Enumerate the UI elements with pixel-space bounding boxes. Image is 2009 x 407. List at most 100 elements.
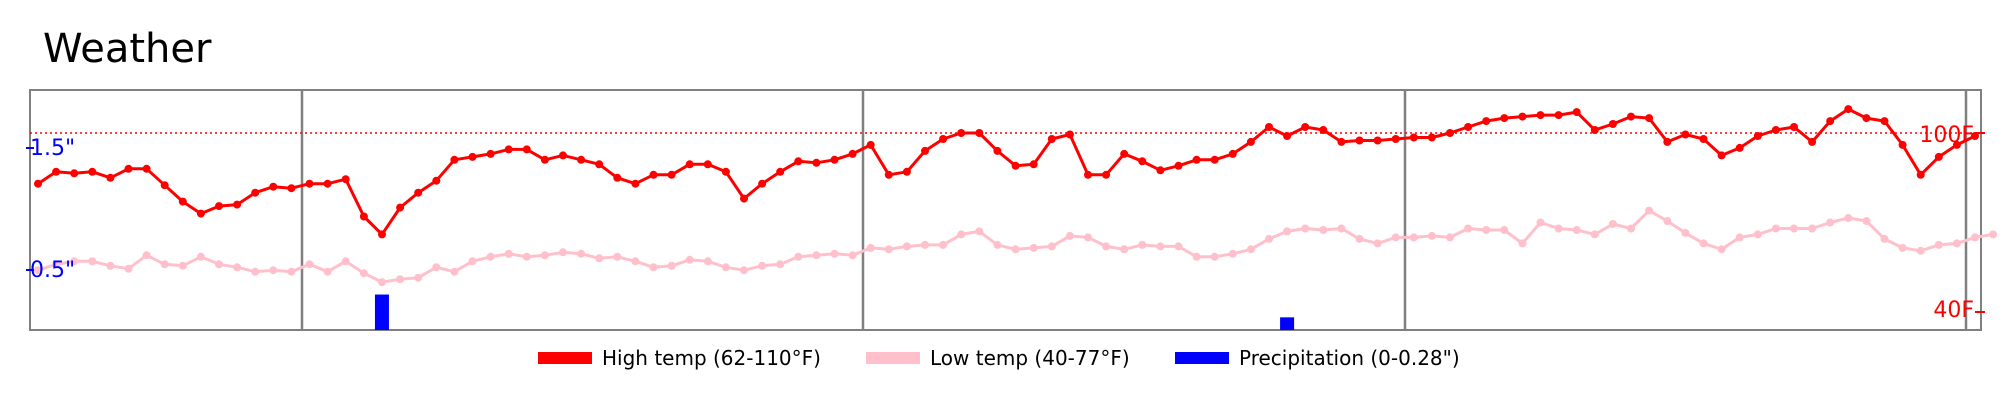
- low-temp-point: [396, 275, 405, 284]
- precip-bar: [374, 294, 389, 330]
- low-temp-point: [196, 252, 205, 261]
- high-temp-point: [1862, 114, 1871, 123]
- low-temp-point: [1681, 228, 1690, 237]
- high-temp-point: [1572, 108, 1581, 117]
- high-temp-point: [1663, 137, 1672, 146]
- high-temp-point: [1319, 126, 1328, 134]
- high-temp-point: [1645, 114, 1654, 123]
- low-temp-point: [1880, 234, 1889, 243]
- low-temp-point: [812, 251, 821, 260]
- legend-label-precip: Precipitation (0-0.28"): [1239, 346, 1460, 370]
- low-temp-point: [1645, 206, 1654, 215]
- high-temp-point: [1446, 129, 1454, 137]
- low-temp-point: [1627, 224, 1635, 233]
- high-temp-point: [1608, 120, 1617, 128]
- high-temp-point: [667, 170, 676, 179]
- low-temp-point: [1174, 242, 1183, 251]
- low-temp-point: [1663, 217, 1672, 225]
- high-temp-point: [450, 155, 459, 164]
- low-temp-point: [577, 249, 586, 258]
- low-temp-point: [106, 261, 115, 270]
- high-temp-point: [540, 155, 549, 164]
- high-temp-point: [1590, 126, 1599, 134]
- low-temp-point: [993, 240, 1002, 249]
- low-temp-point: [88, 257, 97, 266]
- low-temp-point: [631, 257, 640, 266]
- high-temp-point: [559, 151, 567, 160]
- legend-label-high: High temp (62-110°F): [602, 346, 821, 370]
- high-temp-point: [1554, 111, 1563, 120]
- low-temp-point: [1844, 214, 1853, 222]
- low-temp-point: [468, 257, 477, 266]
- low-temp-point: [1319, 226, 1328, 234]
- legend-swatch-precip: [1175, 352, 1229, 364]
- low-temp-point: [341, 257, 350, 266]
- high-temp-point: [414, 188, 423, 197]
- low-temp-point: [34, 266, 42, 275]
- low-temp-point: [1029, 243, 1038, 252]
- high-temp-point: [396, 203, 405, 212]
- low-temp-point: [269, 266, 278, 275]
- high-temp-point: [1174, 161, 1183, 170]
- high-temp-point: [685, 160, 694, 169]
- low-temp-point: [1391, 233, 1400, 242]
- low-temp-point: [939, 240, 948, 249]
- high-temp-point: [269, 182, 278, 191]
- low-temp-point: [902, 242, 911, 251]
- high-temp-point: [70, 169, 79, 178]
- high-temp-point: [1482, 117, 1491, 126]
- high-temp-point: [1826, 117, 1835, 126]
- low-temp-point: [305, 260, 314, 269]
- low-temp-point: [613, 252, 622, 261]
- low-temp-point: [323, 267, 332, 276]
- high-temp-point: [1771, 126, 1780, 134]
- high-temp-point: [1518, 112, 1527, 121]
- low-temp-point: [685, 255, 694, 264]
- high-temp-point: [1228, 149, 1237, 158]
- low-temp-point: [1102, 242, 1111, 251]
- low-temp-point: [522, 252, 531, 261]
- low-temp-point: [649, 263, 658, 272]
- high-temp-point: [1065, 130, 1074, 139]
- high-temp-line: [37, 107, 1976, 236]
- low-temp-point: [178, 261, 187, 270]
- low-temp-point: [1301, 224, 1310, 233]
- low-temp-point: [595, 254, 604, 263]
- high-temp-point: [1627, 112, 1635, 121]
- high-temp-point: [251, 188, 260, 197]
- legend-label-low: Low temp (40-77°F): [930, 346, 1130, 370]
- high-temp-point: [341, 175, 350, 184]
- high-temp-point: [305, 179, 314, 188]
- high-temp-point: [1952, 140, 1961, 149]
- low-temp-point: [794, 252, 803, 261]
- low-temp-point: [1826, 218, 1835, 227]
- high-temp-point: [1084, 170, 1092, 179]
- low-temp-point: [1355, 234, 1364, 243]
- plot-area: 1.5" 0.5" 100F 40F: [26, 89, 1998, 331]
- high-temp-point: [1735, 143, 1744, 152]
- right-tick-label: 100F: [1919, 123, 1974, 148]
- high-temp-point: [1681, 130, 1690, 139]
- high-temp-point: [124, 164, 133, 173]
- high-temp-point: [468, 152, 477, 161]
- low-temp-point: [1228, 249, 1237, 258]
- high-temp-point: [34, 179, 42, 188]
- low-temp-point: [1047, 242, 1056, 251]
- low-temp-point: [1409, 233, 1418, 242]
- low-temp-point: [1536, 218, 1545, 227]
- high-temp-point: [703, 160, 712, 169]
- high-temp-point: [1934, 152, 1943, 161]
- high-temp-point: [486, 149, 495, 158]
- low-temp-point: [830, 249, 839, 258]
- low-temp-point: [740, 266, 748, 275]
- high-temp-point: [1699, 135, 1708, 143]
- high-temp-point: [1464, 123, 1473, 131]
- precipitation-bars: [374, 294, 1295, 330]
- high-temp-point: [378, 230, 386, 239]
- low-temp-point: [1753, 230, 1762, 239]
- high-temp-point: [178, 197, 187, 206]
- high-temp-point: [613, 173, 622, 182]
- high-temp-point: [902, 167, 911, 176]
- high-temp-point: [522, 145, 531, 154]
- high-temp-point: [595, 160, 604, 169]
